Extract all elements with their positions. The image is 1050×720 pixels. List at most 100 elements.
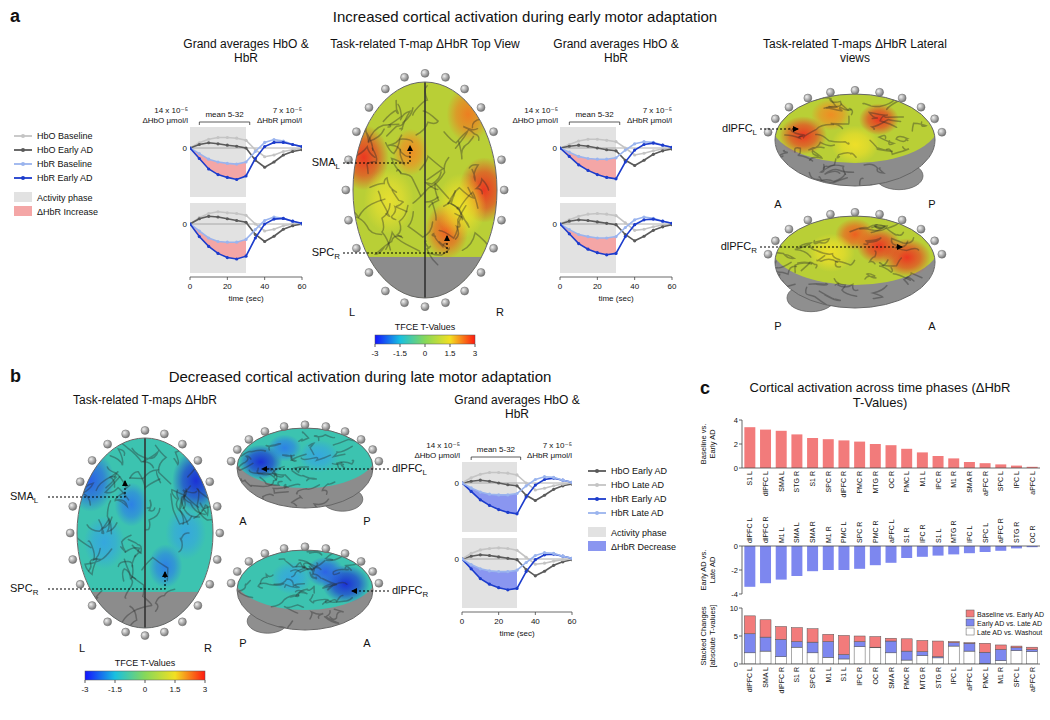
series-point — [633, 239, 636, 242]
series-point — [207, 215, 210, 218]
side-label: P — [363, 515, 370, 527]
sulcus — [128, 540, 141, 553]
sulcus — [382, 204, 390, 250]
colorbar-tick-label: 1.5 — [169, 685, 181, 694]
sulcus — [322, 482, 335, 494]
series-point — [263, 145, 266, 148]
series-point — [543, 487, 546, 490]
label-main: dlPFC — [722, 122, 753, 134]
bar-segment — [901, 651, 912, 660]
bar-segment — [823, 657, 834, 664]
bar-segment — [1011, 646, 1022, 648]
bar-segment — [744, 653, 755, 664]
plot-marks — [462, 538, 572, 608]
series-point — [515, 587, 518, 590]
line-chart: 014 x 10⁻⁵ΔHbO μmol/l7 x 10⁻⁵ΔHbR μmol/l… — [512, 106, 673, 197]
series-point — [282, 141, 285, 144]
series-line — [190, 143, 302, 168]
line-chart: 014 x 10⁻⁵ΔHbO μmol/l7 x 10⁻⁵ΔHbR μmol/l… — [414, 441, 573, 532]
text-line: Late AD — [708, 556, 717, 583]
series-point — [216, 142, 219, 145]
sulcus — [194, 503, 208, 518]
series-point — [614, 235, 617, 238]
optode — [344, 216, 352, 224]
bar — [838, 440, 849, 468]
sulcus — [870, 251, 876, 264]
colorbar-tick — [400, 344, 401, 347]
series-point — [596, 212, 599, 215]
brain-active-area — [771, 85, 939, 163]
x-tick-label: 60 — [668, 282, 677, 291]
series-point — [226, 217, 229, 220]
panel-heading: Task-related T-maps ΔHbR — [73, 393, 217, 407]
sulcus — [124, 559, 143, 596]
optode — [227, 457, 235, 465]
plot-marks — [190, 203, 302, 273]
series-point — [198, 235, 201, 238]
bar — [760, 546, 771, 583]
series-point — [244, 255, 247, 258]
series-point — [479, 491, 482, 494]
x-tick-label: 40 — [531, 617, 540, 626]
line-chart: 00204060time (sec) — [553, 203, 677, 303]
optode — [365, 104, 373, 112]
series-point — [552, 477, 555, 480]
side-label: A — [239, 515, 247, 527]
bar-segment — [854, 636, 865, 642]
series-point — [300, 222, 302, 225]
optode — [301, 421, 309, 429]
bar — [886, 445, 897, 468]
series-point — [282, 217, 285, 220]
x-axis — [190, 277, 302, 278]
series-point — [652, 141, 655, 144]
x-tick-label: M1 R — [997, 667, 1004, 684]
bar-segment — [870, 648, 881, 664]
sulcus — [893, 274, 914, 281]
series-point — [552, 488, 555, 491]
sulcus — [408, 212, 432, 237]
sulcus — [834, 279, 856, 297]
series-point — [586, 235, 589, 238]
series-point — [235, 212, 238, 215]
x-tick-label: S1 R — [903, 527, 910, 543]
series-point — [235, 257, 238, 260]
brain-lateral-view — [764, 85, 946, 190]
legend-label: Late AD vs. Washout — [977, 629, 1042, 636]
series-point — [552, 564, 555, 567]
series-point — [596, 173, 599, 176]
sulcus — [880, 116, 903, 127]
plot-marks — [560, 127, 672, 197]
activation-blob — [447, 86, 490, 142]
hbr-difference-fill — [462, 559, 517, 590]
series-point — [207, 236, 210, 239]
text-line: HbR — [604, 51, 628, 65]
series-point — [661, 149, 664, 152]
series-point — [226, 256, 229, 259]
sulcus — [171, 494, 192, 524]
x-tick-label: IPC R — [856, 667, 863, 686]
optode — [876, 88, 884, 96]
optode — [122, 430, 130, 438]
y-tick-label: 0 — [455, 555, 460, 564]
series-point — [534, 478, 537, 481]
label-sub: L — [34, 496, 39, 505]
bar-segment — [791, 647, 802, 664]
series-point — [577, 218, 580, 221]
y-tick — [739, 468, 742, 469]
bar — [854, 546, 865, 569]
bar — [995, 546, 1006, 551]
brain-outline — [77, 438, 213, 628]
sulcus — [260, 575, 273, 584]
brain-outline — [237, 428, 373, 508]
side-label: A — [363, 637, 371, 649]
series-point — [515, 549, 518, 552]
activity-phase — [190, 203, 246, 273]
series-point — [515, 558, 518, 561]
series-point — [462, 481, 464, 484]
series-point — [633, 229, 636, 232]
bar-segment — [838, 659, 849, 664]
series-point — [552, 560, 555, 563]
sulcus — [801, 262, 817, 270]
colorbar: TFCE T-Values-3-1.501.53 — [81, 658, 207, 694]
x-tick-label: OC R — [888, 471, 895, 489]
